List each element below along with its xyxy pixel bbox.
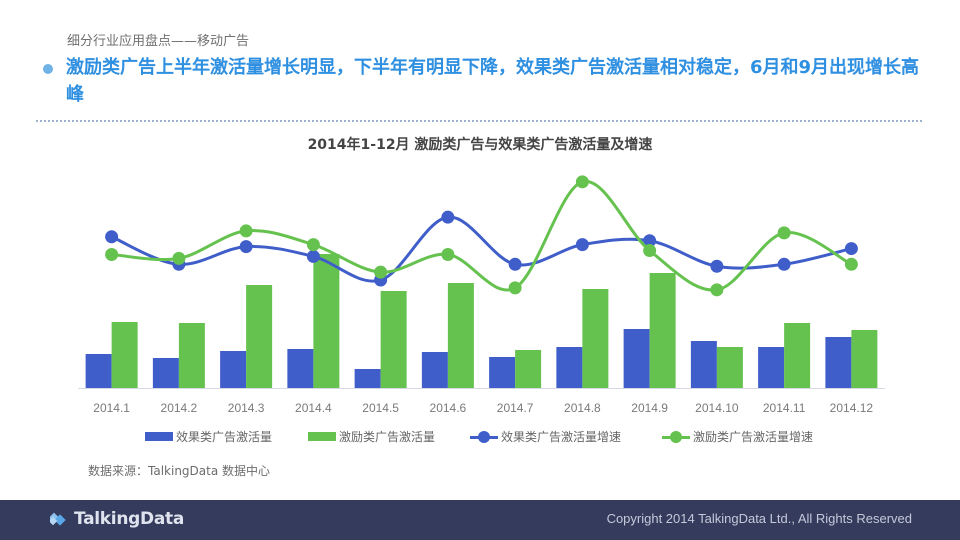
legend-swatch-incentive — [308, 432, 336, 441]
point-effect-growth-2014.12 — [844, 242, 858, 256]
headline: 激励类广告上半年激活量增长明显，下半年有明显下降，效果类广告激活量相对稳定，6月… — [66, 57, 920, 105]
point-effect-growth-2014.1 — [105, 230, 119, 244]
legend-item-incentive: 激励类广告激活量 — [308, 428, 435, 445]
legend-label-effect-growth: 效果类广告激活量增速 — [501, 430, 622, 444]
x-tick-label: 2014.7 — [497, 401, 534, 415]
bar-effect-2014.9 — [623, 329, 650, 388]
point-effect-growth-2014.10 — [710, 259, 724, 273]
legend-item-effect: 效果类广告激活量 — [145, 428, 272, 445]
footer-bar: TalkingData Copyright 2014 TalkingData L… — [0, 500, 960, 540]
point-incentive-growth-2014.11 — [777, 226, 791, 240]
bar-effect-2014.12 — [825, 337, 852, 388]
bar-effect-2014.1 — [85, 354, 112, 388]
x-tick-label: 2014.8 — [564, 401, 601, 415]
point-incentive-growth-2014.5 — [374, 265, 388, 279]
bar-effect-2014.4 — [287, 349, 314, 388]
section-label: 细分行业应用盘点——移动广告 — [67, 34, 250, 49]
bar-incentive-2014.12 — [851, 330, 878, 388]
copyright: Copyright 2014 TalkingData Ltd., All Rig… — [606, 511, 912, 526]
point-incentive-growth-2014.2 — [172, 251, 186, 265]
x-tick-label: 2014.3 — [228, 401, 265, 415]
legend-label-incentive: 激励类广告激活量 — [339, 430, 436, 444]
bar-effect-2014.2 — [152, 358, 179, 388]
bar-effect-2014.7 — [489, 357, 516, 388]
logo-text: TalkingData — [74, 509, 184, 529]
bar-incentive-2014.6 — [447, 283, 474, 388]
point-effect-growth-2014.4 — [306, 249, 320, 263]
legend-item-incentive-growth: 激励类广告激活量增速 — [662, 428, 813, 445]
bar-incentive-2014.7 — [515, 350, 542, 388]
legend-label-effect: 效果类广告激活量 — [176, 430, 273, 444]
bar-incentive-2014.9 — [649, 273, 676, 388]
point-effect-growth-2014.11 — [777, 257, 791, 271]
x-tick-label: 2014.2 — [161, 401, 198, 415]
bar-effect-2014.5 — [354, 369, 381, 388]
x-tick-label: 2014.6 — [430, 401, 467, 415]
bar-effect-2014.10 — [690, 341, 717, 388]
legend-line-effect-growth — [470, 430, 498, 443]
bar-incentive-2014.4 — [313, 254, 340, 388]
bar-effect-2014.6 — [421, 352, 448, 388]
talkingdata-logo: TalkingData — [50, 509, 184, 529]
legend-line-incentive-growth — [662, 430, 690, 443]
point-effect-growth-2014.7 — [508, 257, 522, 271]
bar-incentive-2014.1 — [111, 322, 138, 388]
bar-incentive-2014.3 — [246, 285, 273, 388]
legend-label-incentive-growth: 激励类广告激活量增速 — [693, 430, 814, 444]
point-effect-growth-2014.3 — [239, 240, 253, 254]
bar-incentive-2014.2 — [178, 323, 205, 388]
point-incentive-growth-2014.6 — [441, 247, 455, 261]
chart-title: 2014年1-12月 激励类广告与效果类广告激活量及增速 — [307, 137, 653, 153]
bar-incentive-2014.5 — [380, 291, 407, 388]
bar-effect-2014.3 — [220, 351, 247, 388]
bar-incentive-2014.10 — [716, 347, 743, 388]
point-effect-growth-2014.8 — [575, 238, 589, 252]
point-incentive-growth-2014.1 — [105, 247, 119, 261]
point-incentive-growth-2014.8 — [575, 175, 589, 189]
point-effect-growth-2014.9 — [643, 234, 657, 248]
bullet-dot-icon — [43, 64, 53, 74]
bar-incentive-2014.11 — [784, 323, 811, 388]
point-incentive-growth-2014.3 — [239, 224, 253, 238]
logo-mark-icon — [50, 512, 66, 526]
bar-effect-2014.8 — [556, 347, 583, 388]
x-tick-label: 2014.5 — [362, 401, 399, 415]
data-source: 数据来源：TalkingData 数据中心 — [88, 464, 271, 478]
legend-swatch-effect — [145, 432, 173, 441]
point-incentive-growth-2014.10 — [710, 283, 724, 297]
line-incentive-growth — [111, 180, 853, 292]
point-incentive-growth-2014.12 — [844, 257, 858, 271]
legend-item-effect-growth: 效果类广告激活量增速 — [470, 428, 621, 445]
point-effect-growth-2014.6 — [441, 210, 455, 224]
x-tick-label: 2014.1 — [93, 401, 130, 415]
x-tick-label: 2014.4 — [295, 401, 332, 415]
point-incentive-growth-2014.9 — [643, 244, 657, 258]
x-tick-label: 2014.10 — [695, 401, 739, 415]
point-incentive-growth-2014.7 — [508, 281, 522, 295]
bar-effect-2014.11 — [758, 347, 785, 388]
bar-incentive-2014.8 — [582, 289, 609, 388]
x-tick-label: 2014.11 — [763, 401, 806, 415]
x-tick-label: 2014.12 — [830, 401, 874, 415]
divider — [36, 120, 922, 122]
point-incentive-growth-2014.4 — [306, 238, 320, 252]
x-tick-label: 2014.9 — [631, 401, 668, 415]
